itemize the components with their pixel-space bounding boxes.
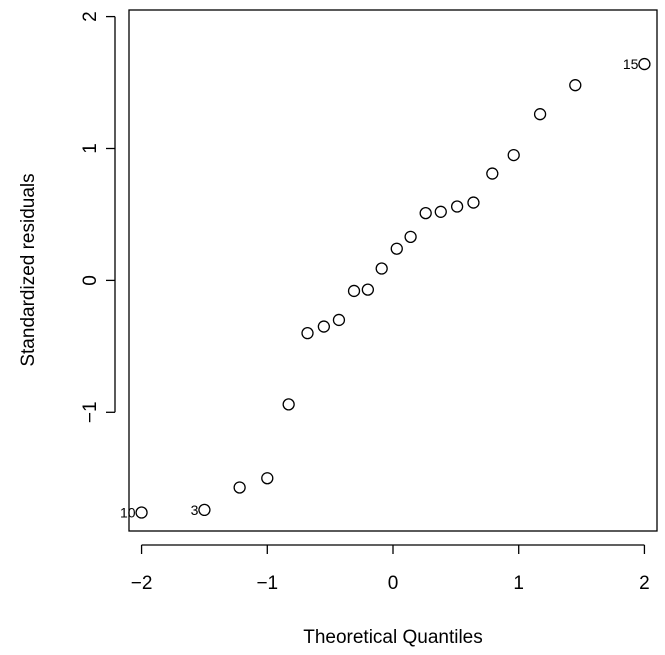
point-labels: 10 3 15	[120, 56, 639, 520]
data-point	[569, 79, 582, 92]
x-tick-label: −1	[256, 573, 278, 594]
point-label: 15	[623, 56, 639, 72]
data-point	[135, 506, 148, 519]
point-label: 3	[191, 502, 199, 518]
data-point	[332, 313, 346, 327]
x-tick-label: 1	[513, 573, 524, 594]
data-point	[486, 167, 499, 180]
data-point	[261, 472, 274, 485]
data-point	[419, 206, 432, 220]
y-tick-label: 1	[80, 143, 101, 154]
data-point	[233, 481, 246, 494]
plot-frame	[128, 9, 658, 532]
x-tick-label: 0	[388, 573, 399, 594]
y-tick-label: 0	[80, 275, 101, 286]
data-point	[301, 327, 314, 340]
data-point	[467, 196, 480, 209]
point-label: 10	[120, 505, 136, 521]
x-axis: −2 −1 0 1 2	[131, 544, 650, 594]
data-point	[375, 262, 388, 275]
data-point	[533, 108, 547, 121]
y-tick-label: 2	[80, 11, 101, 22]
x-tick-label: 2	[639, 573, 650, 594]
x-axis-title: Theoretical Quantiles	[303, 627, 483, 648]
data-points	[135, 57, 651, 519]
y-axis: −1 0 1 2	[80, 11, 116, 423]
data-point	[317, 320, 331, 333]
data-point	[507, 148, 520, 162]
x-tick-label: −2	[131, 573, 153, 594]
data-point	[404, 230, 417, 244]
data-point	[434, 205, 447, 218]
data-point	[361, 283, 375, 296]
data-point	[450, 200, 464, 213]
data-point	[347, 284, 361, 298]
data-point	[198, 503, 211, 517]
data-point	[282, 398, 295, 411]
data-point	[638, 57, 651, 71]
y-axis-title: Standardized residuals	[18, 173, 39, 366]
data-point	[390, 242, 403, 255]
y-tick-label: −1	[80, 401, 101, 423]
